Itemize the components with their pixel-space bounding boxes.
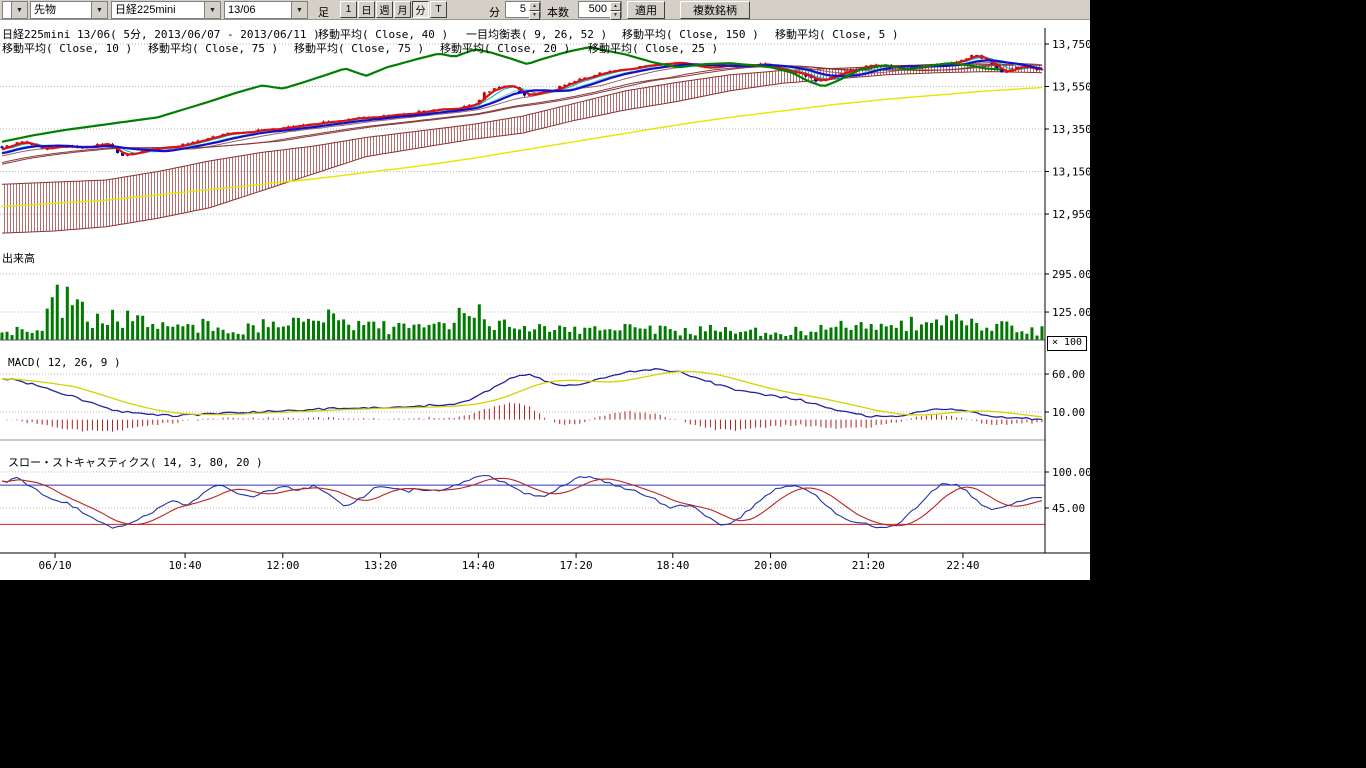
svg-text:13,150: 13,150 [1052, 166, 1090, 179]
chart-select-combo[interactable]: ▼ [2, 1, 28, 19]
legend-item-symbol: 日経225mini 13/06( 5分, 2013/06/07 - 2013/0… [2, 28, 320, 41]
stoch-panel-label: スロー・ストキャスティクス( 14, 3, 80, 20 ) [8, 456, 263, 469]
legend-item-ma20: 移動平均( Close, 20 ) [440, 42, 571, 55]
legend-item-ma5: 移動平均( Close, 5 ) [775, 28, 899, 41]
contract-month-combo[interactable]: 13/06 ▼ [224, 1, 308, 19]
svg-text:21:20: 21:20 [852, 559, 885, 572]
contract-month-value: 13/06 [228, 4, 256, 16]
period-button-minute[interactable]: 分 [412, 1, 429, 18]
toolbar: ▼ 先物 ▼ 日経225mini ▼ 13/06 ▼ 足 1 日 週 月 分 T… [0, 0, 1090, 20]
svg-text:20:00: 20:00 [754, 559, 787, 572]
chart-svg[interactable]: 13,750 13,550 13,350 13,150 12,950 295.00 125.… [0, 20, 1090, 580]
apply-button[interactable]: 適用 [627, 1, 665, 19]
legend-item-ichimoku: 一目均衡表( 9, 26, 52 ) [466, 28, 608, 41]
period-button-1min[interactable]: 1 [340, 1, 357, 18]
svg-text:60.00: 60.00 [1052, 368, 1085, 381]
svg-text:13,750: 13,750 [1052, 38, 1090, 51]
svg-text:45.00: 45.00 [1052, 502, 1085, 515]
spin-down-icon[interactable]: ▼ [610, 11, 621, 20]
minute-value-stepper[interactable]: 5 ▲ ▼ [505, 1, 541, 20]
instrument-type-combo[interactable]: 先物 ▼ [30, 1, 108, 19]
svg-text:295.00: 295.00 [1052, 268, 1090, 281]
chevron-down-icon[interactable]: ▼ [11, 2, 27, 18]
svg-text:14:40: 14:40 [462, 559, 495, 572]
svg-text:100.00: 100.00 [1052, 466, 1090, 479]
svg-text:13:20: 13:20 [364, 559, 397, 572]
legend-item-ma10: 移動平均( Close, 10 ) [2, 42, 133, 55]
svg-text:22:40: 22:40 [946, 559, 979, 572]
svg-text:06/10: 06/10 [38, 559, 71, 572]
volume-panel-label: 出来高 [2, 252, 35, 265]
svg-text:13,550: 13,550 [1052, 81, 1090, 94]
chart-canvas[interactable]: 13,750 13,550 13,350 13,150 12,950 295.00 125.… [0, 20, 1090, 580]
legend-item-ma150: 移動平均( Close, 150 ) [622, 28, 759, 41]
svg-text:13,350: 13,350 [1052, 123, 1090, 136]
svg-text:125.00: 125.00 [1052, 306, 1090, 319]
period-button-week[interactable]: 週 [376, 1, 393, 18]
bar-count-label: 本数 [547, 7, 569, 19]
volume-multiplier-badge: × 100 [1047, 336, 1087, 351]
svg-text:12,950: 12,950 [1052, 208, 1090, 221]
svg-text:18:40: 18:40 [656, 559, 689, 572]
spin-down-icon[interactable]: ▼ [529, 11, 540, 20]
minute-value[interactable]: 5 [519, 3, 526, 15]
period-button-day[interactable]: 日 [358, 1, 375, 18]
chevron-down-icon[interactable]: ▼ [91, 2, 107, 18]
spin-up-icon[interactable]: ▲ [529, 2, 540, 11]
chart-app-window: ▼ 先物 ▼ 日経225mini ▼ 13/06 ▼ 足 1 日 週 月 分 T… [0, 0, 1090, 580]
svg-text:10.00: 10.00 [1052, 406, 1085, 419]
chevron-down-icon[interactable]: ▼ [204, 2, 220, 18]
period-button-tick[interactable]: T [430, 1, 447, 18]
macd-panel-label: MACD( 12, 26, 9 ) [8, 356, 121, 369]
legend-item-ma75b: 移動平均( Close, 75 ) [294, 42, 425, 55]
period-button-month[interactable]: 月 [394, 1, 411, 18]
multi-symbol-button[interactable]: 複数銘柄 [680, 1, 750, 19]
chevron-down-icon[interactable]: ▼ [291, 2, 307, 18]
symbol-value: 日経225mini [115, 4, 176, 16]
svg-text:17:20: 17:20 [560, 559, 593, 572]
bar-count-value[interactable]: 500 [588, 3, 607, 15]
spin-up-icon[interactable]: ▲ [610, 2, 621, 11]
bar-count-stepper[interactable]: 500 ▲ ▼ [578, 1, 622, 20]
minute-unit-label: 分 [489, 7, 500, 19]
chart-select-value [3, 2, 11, 18]
legend-item-ma75a: 移動平均( Close, 75 ) [148, 42, 279, 55]
svg-text:12:00: 12:00 [266, 559, 299, 572]
svg-text:10:40: 10:40 [168, 559, 201, 572]
instrument-type-value: 先物 [34, 4, 56, 16]
symbol-combo[interactable]: 日経225mini ▼ [111, 1, 221, 19]
legend-item-ma40: 移動平均( Close, 40 ) [318, 28, 449, 41]
bar-type-label: 足 [318, 7, 329, 19]
legend-item-ma25: 移動平均( Close, 25 ) [588, 42, 719, 55]
